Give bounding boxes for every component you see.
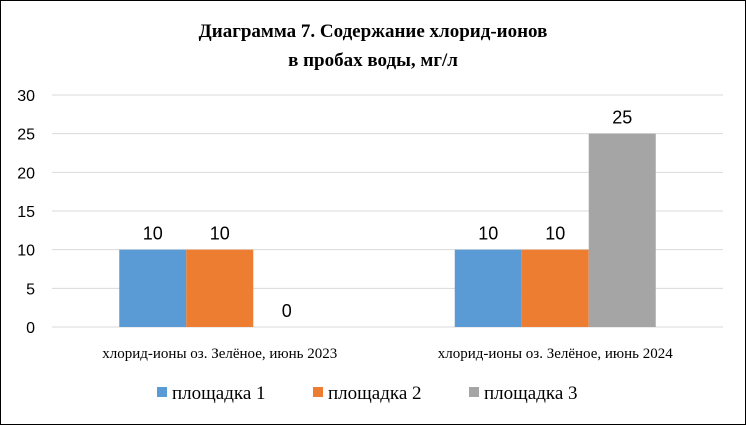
bar xyxy=(588,133,656,327)
legend-swatch xyxy=(469,387,479,397)
data-label: 10 xyxy=(478,224,498,244)
y-axis-ticks: 0 5 10 15 20 25 30 xyxy=(17,88,35,337)
bar xyxy=(521,249,589,327)
data-label: 10 xyxy=(143,224,163,244)
legend-label: площадка 2 xyxy=(328,383,422,404)
chart-title-line-2: в пробах воды, мг/л xyxy=(288,50,458,71)
chart-title-line-1: Диаграмма 7. Содержание хлорид-ионов xyxy=(199,21,548,42)
y-tick-label: 10 xyxy=(17,243,35,260)
data-labels: 10 10 0 10 10 25 xyxy=(143,108,633,321)
data-label: 10 xyxy=(545,224,565,244)
bar xyxy=(186,249,254,327)
y-tick-label: 15 xyxy=(17,204,35,221)
y-tick-label: 0 xyxy=(26,320,35,337)
legend-swatch xyxy=(313,387,323,397)
data-label: 25 xyxy=(612,108,632,128)
legend-label: площадка 1 xyxy=(172,383,266,404)
x-tick-label: хлорид-ионы оз. Зелёное, июнь 2024 xyxy=(438,346,673,362)
data-label: 0 xyxy=(282,301,292,321)
y-tick-label: 20 xyxy=(17,165,35,182)
bars xyxy=(119,133,656,327)
legend: площадка 1 площадка 2 площадка 3 xyxy=(157,383,578,404)
y-tick-label: 25 xyxy=(17,127,35,144)
bar xyxy=(454,249,522,327)
x-tick-label: хлорид-ионы оз. Зелёное, июнь 2023 xyxy=(102,346,337,362)
legend-label: площадка 3 xyxy=(484,383,578,404)
bar xyxy=(119,249,187,327)
y-tick-label: 5 xyxy=(26,281,35,298)
legend-swatch xyxy=(157,387,167,397)
x-axis-ticks: хлорид-ионы оз. Зелёное, июнь 2023 хлорид… xyxy=(102,346,673,362)
y-tick-label: 30 xyxy=(17,88,35,105)
data-label: 10 xyxy=(210,224,230,244)
